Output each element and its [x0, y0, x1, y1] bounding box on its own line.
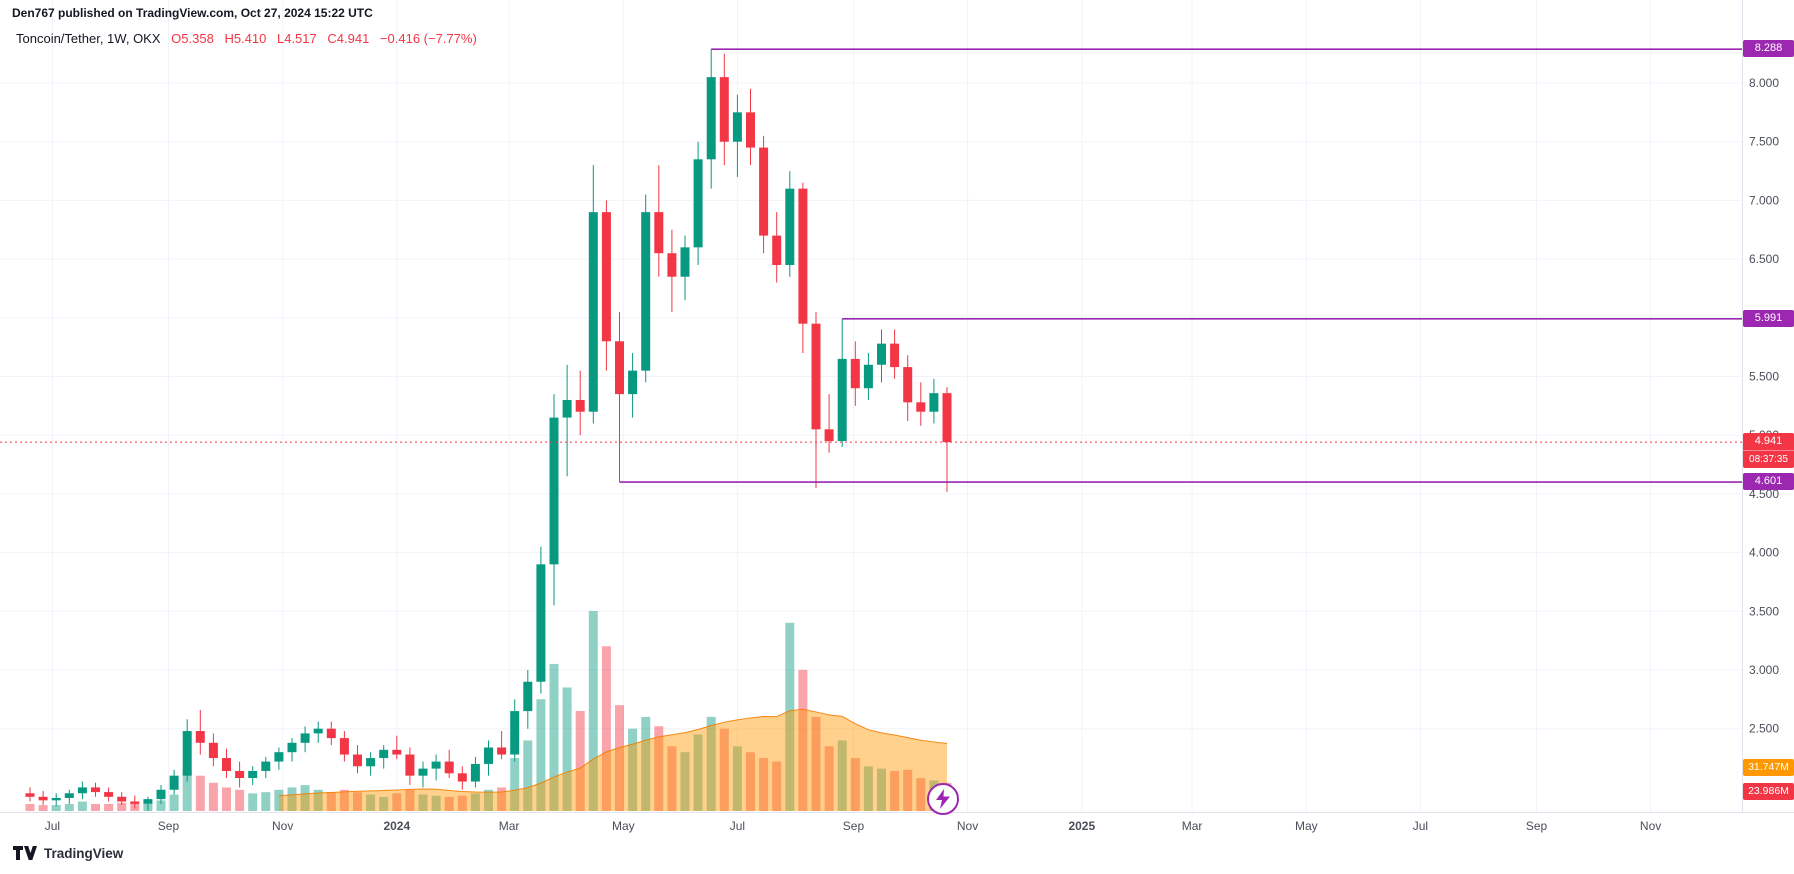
svg-text:Jul: Jul [730, 819, 745, 833]
publish-info: Den767 published on TradingView.com, Oct… [12, 6, 373, 20]
ohlc-open: O5.358 [171, 31, 214, 46]
svg-text:Nov: Nov [957, 819, 978, 833]
svg-text:3.000: 3.000 [1749, 663, 1779, 677]
svg-text:3.500: 3.500 [1749, 604, 1779, 618]
price-axis-ticks[interactable]: 8.0007.5007.0006.5006.0005.5005.0004.500… [1749, 76, 1779, 736]
time-axis-ticks[interactable]: Jul Sep Nov 2024 Mar May Jul Sep Nov 2025 Mar May Ju… [45, 819, 1662, 833]
volume-ma-label: 31.747M [1743, 759, 1794, 776]
last-price-value: 4.941 [1754, 435, 1783, 448]
last-price-label[interactable]: 4.941 08:37:35 [1743, 433, 1794, 469]
svg-text:6.500: 6.500 [1749, 252, 1779, 266]
ohlc-low: L4.517 [276, 31, 317, 46]
level-price-label-4601[interactable]: 4.601 [1743, 473, 1794, 491]
price-change: −0.416 (−7.77%) [379, 31, 477, 46]
svg-text:Sep: Sep [158, 819, 180, 833]
svg-text:2024: 2024 [383, 819, 410, 833]
level-price-label-8288[interactable]: 8.288 [1743, 40, 1794, 58]
svg-text:2025: 2025 [1068, 819, 1095, 833]
price-level-lines [619, 48, 1742, 483]
svg-text:May: May [612, 819, 635, 833]
lightning-sticker[interactable] [927, 783, 959, 815]
svg-text:2.500: 2.500 [1749, 722, 1779, 736]
tradingview-brand[interactable]: TradingView [12, 844, 123, 862]
ohlc-close: C4.941 [327, 31, 370, 46]
tradingview-logo-icon [13, 846, 37, 860]
svg-text:Sep: Sep [1526, 819, 1548, 833]
lightning-icon [936, 789, 950, 809]
svg-text:Mar: Mar [499, 819, 520, 833]
svg-text:5.500: 5.500 [1749, 370, 1779, 384]
volume-value-label: 23.986M [1743, 783, 1794, 800]
symbol-title[interactable]: Toncoin/Tether, 1W, OKX [16, 31, 161, 46]
level-price-label-5991[interactable]: 5.991 [1743, 309, 1794, 327]
volume-ma-area [278, 708, 948, 811]
svg-text:Jul: Jul [45, 819, 60, 833]
ohlc-high: H5.410 [224, 31, 267, 46]
svg-text:Nov: Nov [1640, 819, 1661, 833]
svg-text:8.000: 8.000 [1749, 76, 1779, 90]
svg-text:Nov: Nov [272, 819, 293, 833]
svg-text:Mar: Mar [1182, 819, 1203, 833]
svg-text:Jul: Jul [1413, 819, 1428, 833]
candles [25, 49, 952, 811]
chart-legend[interactable]: Toncoin/Tether, 1W, OKX O5.358 H5.410 L4… [16, 31, 484, 46]
svg-text:7.000: 7.000 [1749, 193, 1779, 207]
bar-close-countdown: 08:37:35 [1743, 450, 1794, 468]
svg-text:4.500: 4.500 [1749, 487, 1779, 501]
svg-text:7.500: 7.500 [1749, 135, 1779, 149]
grid-lines [0, 0, 1742, 812]
svg-text:4.000: 4.000 [1749, 546, 1779, 560]
svg-text:Sep: Sep [843, 819, 865, 833]
brand-name: TradingView [44, 845, 124, 861]
axis-borders [0, 0, 1794, 813]
svg-text:May: May [1295, 819, 1318, 833]
